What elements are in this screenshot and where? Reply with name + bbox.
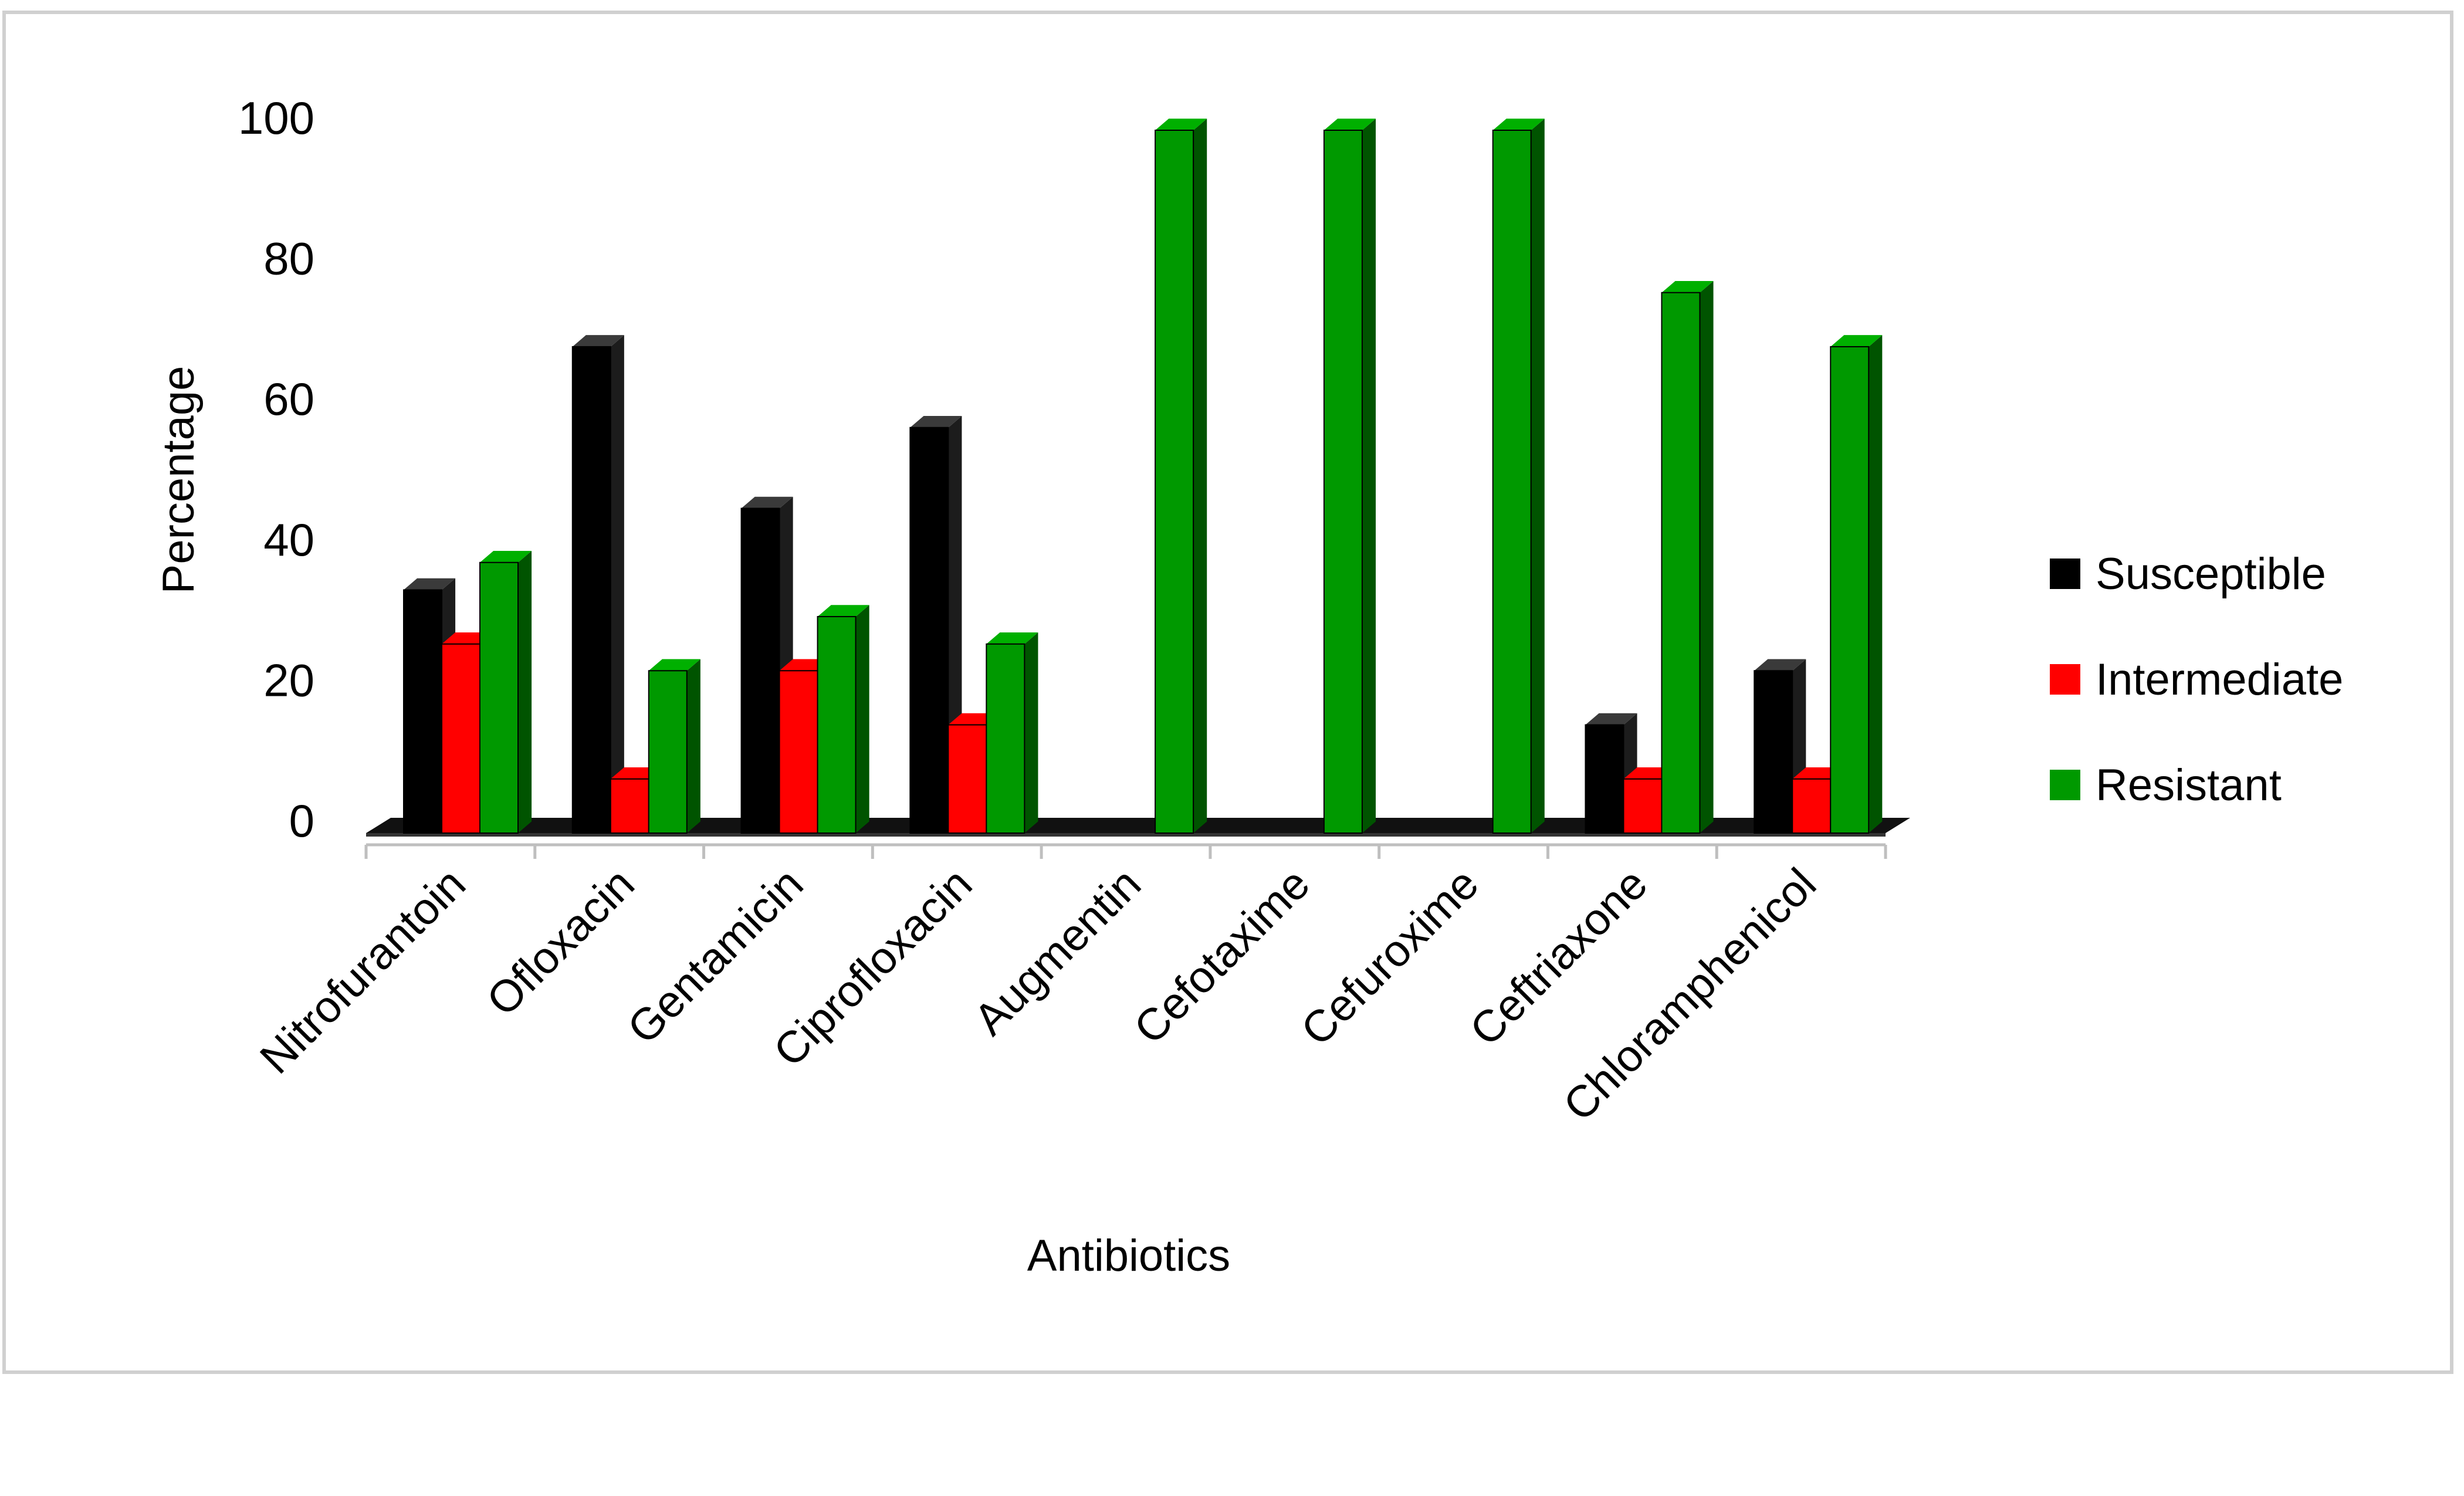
bar-front: [1661, 292, 1701, 834]
bar-resistant-ciprofloxacin: [986, 632, 1038, 834]
bar-top: [404, 578, 456, 590]
bar-front: [479, 561, 519, 834]
y-axis-title: Percentage: [154, 366, 204, 594]
bar-side: [855, 605, 869, 833]
bar-side: [686, 659, 700, 833]
x-tick-augmentin: Augmentin: [964, 859, 1150, 1045]
bar-resistant-ceftriaxone: [1661, 280, 1714, 834]
bar-resistant-cefuroxime: [1492, 119, 1545, 834]
bar-top: [1661, 280, 1714, 293]
bar-front: [1623, 778, 1663, 834]
legend-label-resistant: Resistant: [2096, 760, 2282, 810]
legend: Susceptible Intermediate Resistant: [2050, 549, 2343, 810]
bar-susceptible-ofloxacin: [571, 335, 624, 834]
bar-resistant-ofloxacin: [648, 659, 700, 834]
bar-top: [1585, 713, 1637, 725]
bar-front: [817, 616, 857, 834]
bar-susceptible-ciprofloxacin: [909, 415, 962, 834]
bar-side: [1193, 119, 1207, 834]
bar-resistant-cefotaxime: [1323, 119, 1376, 834]
bar-front: [779, 670, 818, 834]
bar-resistant-augmentin: [1155, 119, 1207, 834]
bar-top: [1492, 119, 1545, 130]
legend-swatch-resistant: [2050, 770, 2080, 800]
x-tick-cefotaxime: Cefotaxime: [1125, 859, 1319, 1054]
legend-swatch-intermediate: [2050, 664, 2080, 695]
x-tick-cefuroxime: Cefuroxime: [1292, 859, 1488, 1055]
bar-front: [1585, 724, 1624, 834]
bar-susceptible-gentamicin: [740, 496, 793, 834]
bar-resistant-gentamicin: [817, 605, 869, 834]
floor-front: [366, 833, 1886, 837]
y-tick-0: 0: [289, 795, 314, 847]
y-tick-100: 100: [238, 92, 314, 144]
bar-side: [1531, 119, 1545, 834]
bar-side: [1024, 632, 1038, 833]
bar-top: [480, 550, 532, 563]
legend-label-susceptible: Susceptible: [2096, 549, 2326, 599]
bar-top: [1324, 119, 1376, 130]
legend-item-intermediate: Intermediate: [2050, 655, 2343, 705]
bar-top: [1830, 335, 1883, 347]
bar-top: [741, 496, 793, 509]
bar-front: [610, 778, 649, 834]
legend-item-susceptible: Susceptible: [2050, 549, 2326, 599]
bar-resistant-nitrofurantoin: [479, 550, 532, 834]
bar-front: [1754, 670, 1793, 834]
bar-side: [1869, 335, 1883, 833]
bars-group: [403, 119, 1883, 834]
y-tick-40: 40: [263, 514, 314, 566]
bar-side: [518, 550, 532, 833]
bar-top: [1754, 659, 1806, 671]
x-axis-title: Antibiotics: [1027, 1231, 1230, 1281]
bar-top: [910, 415, 962, 428]
legend-item-resistant: Resistant: [2050, 760, 2282, 810]
bar-top: [817, 605, 869, 617]
bar-front: [1323, 130, 1363, 834]
bar-top: [648, 659, 700, 671]
bar-front: [986, 643, 1025, 834]
bar-front: [740, 507, 780, 834]
bar-side: [610, 335, 624, 833]
x-tick-nitrofurantoin: Nitrofurantoin: [251, 859, 475, 1084]
bar-front: [1830, 346, 1870, 834]
bar-front: [909, 427, 949, 834]
bar-top: [572, 335, 624, 347]
bar-front: [1155, 130, 1194, 834]
bar-side: [1700, 280, 1714, 833]
bar-top: [986, 632, 1038, 644]
bar-top: [1155, 119, 1207, 130]
bar-side: [1362, 119, 1376, 834]
bar-front: [1792, 778, 1832, 834]
bar-front: [403, 589, 442, 834]
y-tick-60: 60: [263, 373, 314, 425]
bar-resistant-chloramphenicol: [1830, 335, 1883, 834]
bar-front: [648, 670, 688, 834]
legend-swatch-susceptible: [2050, 559, 2080, 589]
bar-front: [1492, 130, 1532, 834]
y-tick-20: 20: [263, 654, 314, 706]
bar-front: [947, 724, 987, 834]
y-tick-80: 80: [263, 233, 314, 285]
x-tick-ofloxacin: Ofloxacin: [478, 859, 644, 1025]
bar-front: [571, 346, 611, 834]
legend-label-intermediate: Intermediate: [2096, 655, 2343, 705]
bar-front: [441, 643, 480, 834]
